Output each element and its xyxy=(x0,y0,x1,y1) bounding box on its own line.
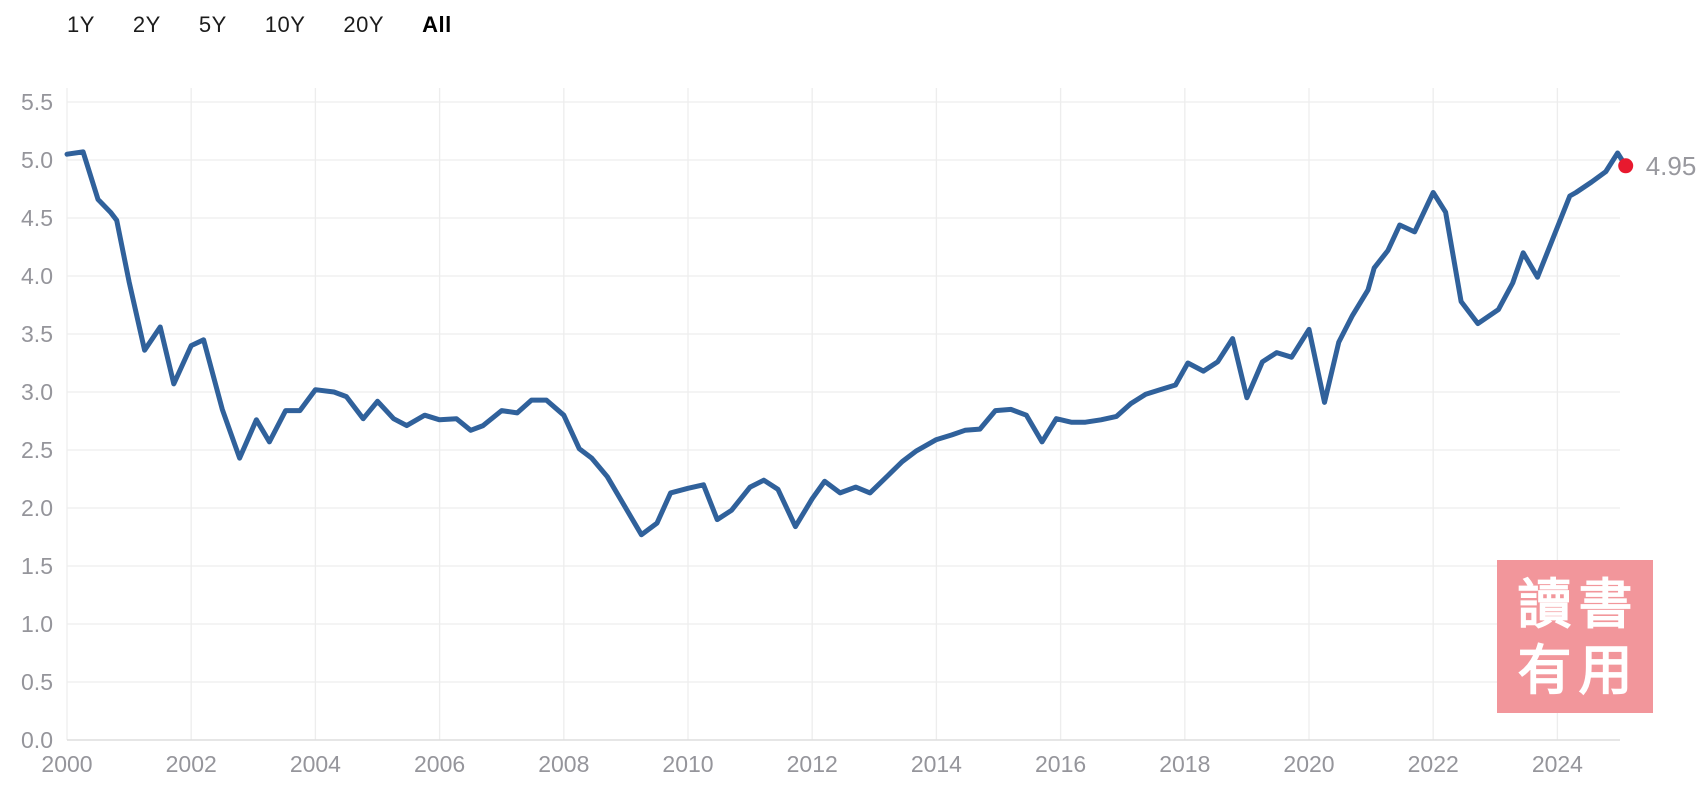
range-button-10y[interactable]: 10Y xyxy=(264,12,306,37)
x-tick-label: 2018 xyxy=(1159,751,1210,777)
x-tick-label: 2024 xyxy=(1532,751,1583,777)
watermark-row: 有用 xyxy=(1517,637,1640,702)
watermark: 讀書 有用 xyxy=(1497,560,1653,713)
x-tick-label: 2004 xyxy=(290,751,341,777)
last-point-marker xyxy=(1618,158,1634,174)
x-tick-label: 2000 xyxy=(41,751,92,777)
y-tick-label: 4.0 xyxy=(21,263,53,289)
y-tick-label: 1.0 xyxy=(21,611,53,637)
range-toolbar: 1Y 2Y 5Y 10Y 20Y All xyxy=(67,12,452,38)
x-tick-label: 2016 xyxy=(1035,751,1086,777)
watermark-row: 讀書 xyxy=(1517,571,1640,636)
range-button-2y[interactable]: 2Y xyxy=(132,12,161,37)
x-tick-label: 2006 xyxy=(414,751,465,777)
y-tick-label: 3.5 xyxy=(21,321,53,347)
y-tick-label: 4.5 xyxy=(21,205,53,231)
x-tick-label: 2008 xyxy=(538,751,589,777)
y-tick-label: 5.0 xyxy=(21,147,53,173)
last-value-label: 4.95 xyxy=(1646,151,1697,181)
range-button-20y[interactable]: 20Y xyxy=(343,12,385,37)
x-axis-labels: 2000 2002 2004 2006 2008 2010 2012 2014 2016 2018… xyxy=(41,751,1583,777)
y-tick-label: 0.5 xyxy=(21,669,53,695)
range-button-1y[interactable]: 1Y xyxy=(67,12,95,37)
y-tick-label: 0.0 xyxy=(21,727,53,753)
y-tick-label: 3.0 xyxy=(21,379,53,405)
y-tick-label: 1.5 xyxy=(21,553,53,579)
y-tick-label: 2.0 xyxy=(21,495,53,521)
series-line[interactable] xyxy=(64,149,1629,538)
y-tick-label: 2.5 xyxy=(21,437,53,463)
x-tick-label: 2002 xyxy=(166,751,217,777)
y-axis-labels: 0.0 0.5 1.0 1.5 2.0 2.5 3.0 3.5 4.0 4.5 5.0 5.5 xyxy=(21,89,53,753)
x-tick-label: 2022 xyxy=(1408,751,1459,777)
range-button-5y[interactable]: 5Y xyxy=(198,12,227,37)
x-tick-label: 2020 xyxy=(1283,751,1334,777)
y-tick-label: 5.5 xyxy=(21,89,53,115)
range-button-all[interactable]: All xyxy=(422,12,452,37)
x-tick-label: 2010 xyxy=(662,751,713,777)
gridlines xyxy=(66,88,1620,741)
x-tick-label: 2014 xyxy=(911,751,962,777)
x-tick-label: 2012 xyxy=(787,751,838,777)
